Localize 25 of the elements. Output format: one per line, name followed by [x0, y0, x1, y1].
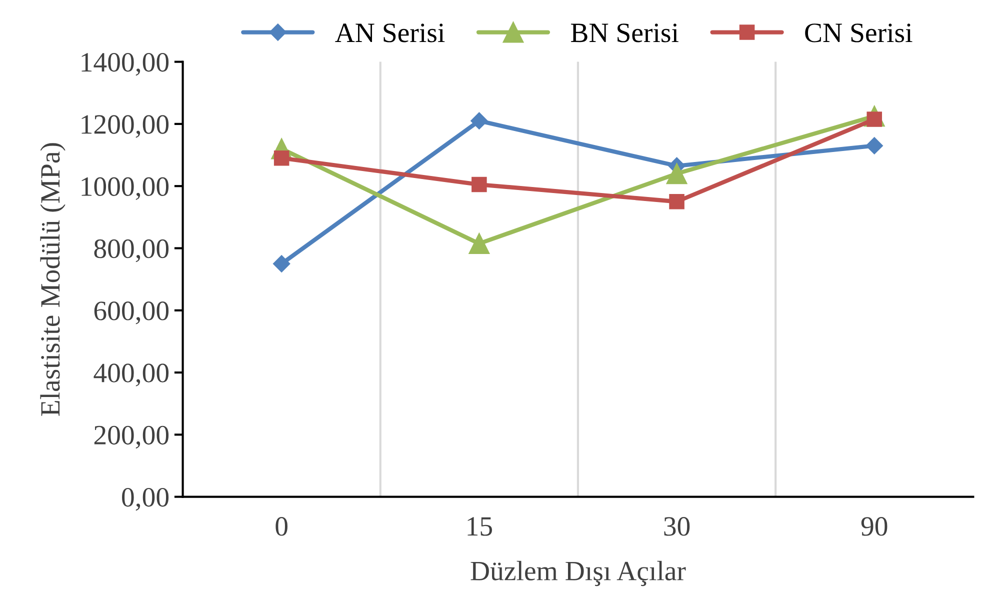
point	[273, 255, 290, 272]
x-tick-label: 0	[276, 517, 288, 536]
point	[470, 112, 488, 130]
point	[866, 137, 883, 154]
y-axis-title: Elastisite Modülü (MPa)	[40, 143, 66, 416]
point	[669, 194, 684, 210]
y-tick-label: 400,00	[94, 364, 169, 386]
legend-label: CN Serisi	[805, 24, 912, 42]
y-tick-label: 200,00	[94, 426, 169, 449]
y-tick-label: 0,00	[122, 488, 169, 511]
legend-label: BN Serisi	[570, 24, 678, 42]
x-tick-label: 30	[664, 517, 690, 536]
y-tick-label: 600,00	[94, 302, 169, 324]
y-tick-label: 1000,00	[82, 177, 169, 200]
x-tick-label: 90	[861, 517, 888, 536]
y-tick-label: 800,00	[94, 239, 169, 262]
y-tick-label: 1200,00	[82, 115, 169, 138]
point	[468, 233, 490, 254]
point	[472, 176, 487, 192]
point	[274, 150, 290, 166]
legend-label: AN Serisi	[335, 24, 445, 42]
x-tick-label: 15	[468, 517, 492, 536]
point	[666, 163, 688, 184]
y-tick-label: 1400,00	[82, 52, 169, 76]
x-axis-title: Düzlem Dışı Açılar	[470, 560, 686, 586]
